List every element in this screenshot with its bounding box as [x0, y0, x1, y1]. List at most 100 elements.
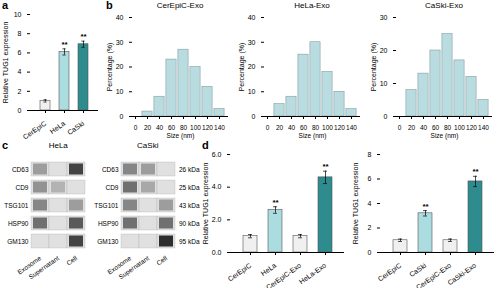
svg-text:2.0: 2.0 — [212, 216, 222, 223]
svg-text:20: 20 — [408, 124, 416, 131]
svg-text:**: ** — [472, 167, 479, 176]
svg-text:CerEpiC: CerEpiC — [227, 262, 253, 284]
svg-text:Percentage (%): Percentage (%) — [106, 43, 114, 92]
svg-text:20: 20 — [380, 47, 388, 54]
svg-text:40: 40 — [116, 14, 124, 21]
svg-text:80: 80 — [180, 124, 188, 131]
svg-text:Size (nm): Size (nm) — [431, 132, 459, 140]
svg-text:TSG101: TSG101 — [4, 202, 29, 209]
svg-text:60: 60 — [300, 124, 308, 131]
svg-text:0: 0 — [120, 113, 124, 120]
svg-text:Relative TUG1 expression: Relative TUG1 expression — [202, 163, 210, 245]
svg-text:120: 120 — [334, 124, 345, 131]
svg-text:0: 0 — [18, 107, 22, 114]
svg-text:4: 4 — [368, 200, 372, 207]
svg-text:**: ** — [422, 202, 429, 211]
svg-text:CD63: CD63 — [12, 166, 29, 173]
svg-text:GM130: GM130 — [7, 238, 29, 245]
svg-text:CD63: CD63 — [101, 166, 118, 173]
svg-text:95 kDa: 95 kDa — [179, 238, 200, 245]
svg-text:20: 20 — [276, 124, 284, 131]
svg-text:6: 6 — [18, 49, 22, 56]
svg-text:140: 140 — [214, 124, 225, 131]
svg-text:120: 120 — [466, 124, 477, 131]
svg-text:30: 30 — [248, 38, 256, 45]
svg-text:120: 120 — [202, 124, 213, 131]
svg-text:8: 8 — [368, 151, 372, 158]
svg-text:Relative TUG1 expression: Relative TUG1 expression — [2, 22, 10, 104]
svg-text:20: 20 — [144, 124, 152, 131]
svg-text:10: 10 — [248, 88, 256, 95]
svg-text:2: 2 — [368, 224, 372, 231]
svg-text:Cell: Cell — [65, 254, 79, 266]
svg-text:0: 0 — [252, 113, 256, 120]
svg-text:GM130: GM130 — [97, 238, 119, 245]
svg-text:HeLa-Exo: HeLa-Exo — [298, 262, 328, 286]
svg-text:40: 40 — [156, 124, 164, 131]
svg-text:40: 40 — [248, 14, 256, 21]
svg-text:HSP90: HSP90 — [97, 220, 118, 227]
svg-text:CerEpiC: CerEpiC — [377, 262, 403, 284]
svg-text:Supernatant: Supernatant — [27, 254, 61, 281]
svg-text:60: 60 — [432, 124, 440, 131]
svg-text:20: 20 — [116, 63, 124, 70]
svg-text:10: 10 — [14, 11, 22, 18]
svg-text:140: 140 — [478, 124, 489, 131]
svg-text:Percentage (%): Percentage (%) — [370, 43, 378, 92]
svg-text:0: 0 — [384, 113, 388, 120]
svg-text:140: 140 — [346, 124, 357, 131]
svg-text:100: 100 — [454, 124, 465, 131]
svg-text:HeLa: HeLa — [260, 262, 278, 277]
svg-text:40: 40 — [420, 124, 428, 131]
svg-text:**: ** — [322, 162, 329, 171]
svg-text:4: 4 — [18, 68, 22, 75]
svg-text:100: 100 — [190, 124, 201, 131]
svg-text:CaSki: CaSki — [66, 119, 86, 136]
svg-text:Size (nm): Size (nm) — [167, 132, 195, 140]
svg-text:TSG101: TSG101 — [94, 202, 119, 209]
svg-text:80: 80 — [312, 124, 320, 131]
svg-text:26 kDa: 26 kDa — [179, 166, 200, 173]
svg-text:2: 2 — [18, 88, 22, 95]
svg-text:0: 0 — [134, 124, 138, 131]
svg-text:0.0: 0.0 — [212, 249, 222, 256]
svg-text:30: 30 — [380, 14, 388, 21]
svg-text:CD9: CD9 — [15, 184, 28, 191]
svg-text:HeLa: HeLa — [49, 120, 67, 135]
svg-text:CaSki: CaSki — [408, 261, 428, 278]
svg-text:10: 10 — [380, 80, 388, 87]
svg-text:Supernatant: Supernatant — [117, 254, 151, 281]
svg-text:8: 8 — [18, 30, 22, 37]
svg-text:0: 0 — [398, 124, 402, 131]
svg-text:HSP90: HSP90 — [8, 220, 29, 227]
svg-text:90 kDa: 90 kDa — [179, 220, 200, 227]
svg-text:43 kDa: 43 kDa — [179, 202, 200, 209]
svg-text:Cell: Cell — [155, 254, 169, 266]
svg-text:CaSki-Exo: CaSki-Exo — [446, 262, 477, 287]
svg-text:CD9: CD9 — [105, 184, 118, 191]
svg-text:4.0: 4.0 — [212, 183, 222, 190]
svg-text:20: 20 — [248, 63, 256, 70]
svg-text:25 kDa: 25 kDa — [179, 184, 200, 191]
svg-text:Size (nm): Size (nm) — [299, 132, 327, 140]
svg-text:CerEpiC-Exo: CerEpiC-Exo — [265, 262, 303, 288]
svg-text:**: ** — [61, 40, 68, 49]
svg-text:CerEpiC: CerEpiC — [22, 120, 48, 142]
svg-text:CerEpiC-Exo: CerEpiC-Exo — [415, 262, 453, 288]
svg-text:6.0: 6.0 — [212, 151, 222, 158]
svg-text:Percentage (%): Percentage (%) — [238, 43, 246, 92]
svg-text:**: ** — [272, 198, 279, 207]
svg-text:100: 100 — [322, 124, 333, 131]
svg-text:0: 0 — [368, 249, 372, 256]
svg-text:30: 30 — [116, 38, 124, 45]
svg-text:Exosome: Exosome — [16, 254, 43, 276]
svg-text:40: 40 — [288, 124, 296, 131]
svg-text:Relative TUG1 expression: Relative TUG1 expression — [352, 163, 360, 245]
svg-text:60: 60 — [168, 124, 176, 131]
svg-text:Exosome: Exosome — [105, 254, 132, 276]
svg-text:80: 80 — [444, 124, 452, 131]
svg-text:10: 10 — [116, 88, 124, 95]
svg-text:6: 6 — [368, 175, 372, 182]
svg-text:**: ** — [80, 32, 87, 41]
svg-text:0: 0 — [266, 124, 270, 131]
